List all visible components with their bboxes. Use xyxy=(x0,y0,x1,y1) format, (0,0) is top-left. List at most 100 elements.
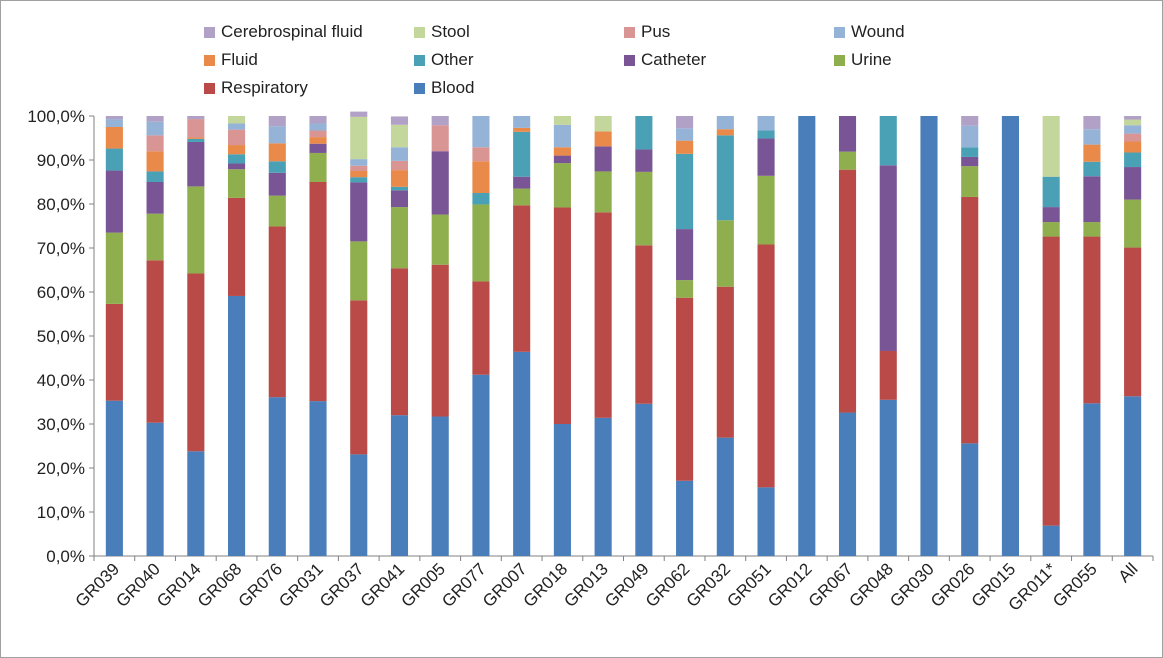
legend-item: Other xyxy=(414,50,474,70)
bar-segment xyxy=(228,129,246,146)
bar-segment xyxy=(879,116,897,166)
bar-segment xyxy=(635,245,653,404)
legend-swatch xyxy=(204,26,215,38)
legend-label: Wound xyxy=(851,22,905,41)
bar-segment xyxy=(309,401,327,556)
bar-segment xyxy=(105,116,123,120)
bar-segment xyxy=(268,172,286,196)
y-tick-label: 90,0% xyxy=(37,151,85,170)
bar-segment xyxy=(553,124,571,148)
legend-item: Respiratory xyxy=(204,78,308,98)
bar-segment xyxy=(1083,161,1101,177)
bar-segment xyxy=(228,123,246,130)
legend-swatch xyxy=(414,82,425,94)
bar-segment xyxy=(1083,403,1101,556)
bar-segment xyxy=(553,116,571,125)
bar-segment xyxy=(309,182,327,402)
bar-segment xyxy=(1124,152,1142,168)
bar-segment xyxy=(716,129,734,136)
bar-segment xyxy=(431,116,449,126)
bar-segment xyxy=(309,123,327,131)
bar-segment xyxy=(757,130,775,139)
bar-segment xyxy=(594,146,612,172)
bar-segment xyxy=(1042,222,1060,237)
y-tick-label: 70,0% xyxy=(37,239,85,258)
bar-segment xyxy=(390,415,409,556)
bar-segment xyxy=(1124,396,1142,556)
bar-segment xyxy=(309,116,327,124)
bar-segment xyxy=(838,412,857,556)
bar-segment xyxy=(431,125,449,152)
bar-segment xyxy=(1124,167,1142,200)
bar-segment xyxy=(146,171,164,182)
x-tick-label: GR040 xyxy=(112,559,164,611)
x-tick-label: GR039 xyxy=(72,559,124,611)
bar-segment xyxy=(187,138,205,142)
legend-label: Other xyxy=(431,50,474,69)
bar-segment xyxy=(350,171,368,178)
legend-swatch xyxy=(624,54,635,66)
bar-segment xyxy=(390,147,409,161)
bar-segment xyxy=(1042,176,1060,208)
bar-segment xyxy=(105,148,123,171)
bar-segment xyxy=(1083,176,1101,223)
x-tick-label: All xyxy=(1115,559,1142,586)
legend-item: Blood xyxy=(414,78,474,98)
bar-segment xyxy=(268,226,286,398)
bar-segment xyxy=(431,264,449,417)
bar-segment xyxy=(716,220,734,287)
bar-segment xyxy=(350,159,368,166)
legend-label: Stool xyxy=(431,22,470,41)
bar-segment xyxy=(350,182,368,242)
legend-item: Pus xyxy=(624,22,670,42)
legend-swatch xyxy=(414,54,425,66)
x-tick-label: GR077 xyxy=(438,559,490,611)
bar-segment xyxy=(553,207,571,424)
bar-segment xyxy=(1042,116,1060,177)
x-tick-label: GR037 xyxy=(316,559,368,611)
y-tick-label: 0,0% xyxy=(46,547,85,566)
bar-segment xyxy=(187,186,205,274)
bar-segment xyxy=(757,116,775,131)
bar-segment xyxy=(553,424,571,556)
x-tick-label: GR048 xyxy=(846,559,898,611)
bar-segment xyxy=(431,214,449,265)
legend-swatch xyxy=(834,54,845,66)
bar-segment xyxy=(268,397,286,556)
bar-segment xyxy=(228,197,246,296)
x-tick-label: GR032 xyxy=(683,559,735,611)
bar-segment xyxy=(594,116,612,132)
bar-segment xyxy=(716,116,734,130)
bar-segment xyxy=(961,196,979,444)
bar-segment xyxy=(105,127,123,149)
bar-segment xyxy=(146,182,164,214)
bar-segment xyxy=(1124,199,1142,248)
bar-segment xyxy=(676,229,694,281)
legend-label: Fluid xyxy=(221,50,258,69)
bar-segment xyxy=(676,128,694,141)
bar-segment xyxy=(187,451,205,556)
bar-segment xyxy=(472,161,490,193)
bar-segment xyxy=(268,143,286,162)
bar-segment xyxy=(513,188,531,206)
bar-segment xyxy=(187,137,205,139)
bar-segment xyxy=(716,437,734,556)
bar-segment xyxy=(961,166,979,197)
bar-segment xyxy=(1083,129,1101,145)
bar-segment xyxy=(472,147,490,162)
bar-segment xyxy=(431,416,449,556)
bar-segment xyxy=(920,116,938,556)
bar-segment xyxy=(1001,116,1019,556)
x-tick-label: GR051 xyxy=(723,559,775,611)
bar-segment xyxy=(513,116,531,128)
bar-segment xyxy=(1042,207,1060,223)
bar-segment xyxy=(228,145,246,155)
bar-segment xyxy=(879,399,897,556)
bar-segment xyxy=(838,116,857,152)
bar-segment xyxy=(228,116,246,124)
legend-label: Respiratory xyxy=(221,78,308,97)
bar-segment xyxy=(268,126,286,144)
bar-segment xyxy=(309,143,327,153)
legend-item: Cerebrospinal fluid xyxy=(204,22,363,42)
bar-segment xyxy=(350,241,368,301)
